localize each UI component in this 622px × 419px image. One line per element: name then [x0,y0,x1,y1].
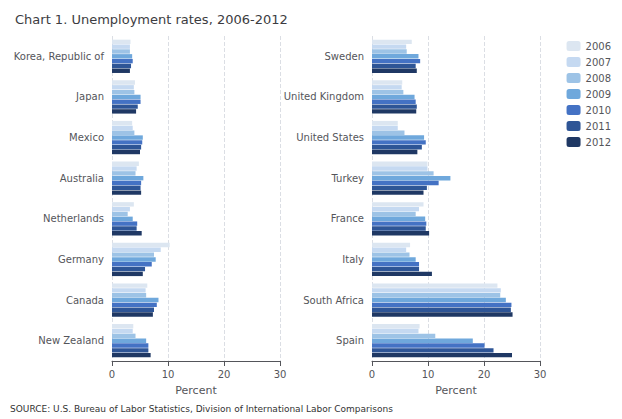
svg-text:France: France [331,213,364,224]
svg-text:Germany: Germany [58,254,104,265]
svg-text:Percent: Percent [435,384,477,397]
svg-text:0: 0 [369,369,375,380]
svg-text:30: 30 [534,369,547,380]
svg-text:Percent: Percent [175,384,217,397]
svg-text:Chart 1. Unemployment rates, 2: Chart 1. Unemployment rates, 2006-2012 [15,12,288,27]
svg-text:20: 20 [218,369,231,380]
svg-text:Spain: Spain [336,335,364,346]
svg-text:0: 0 [109,369,115,380]
svg-text:Mexico: Mexico [69,132,104,143]
svg-text:2009: 2009 [586,89,611,100]
svg-text:20: 20 [478,369,491,380]
svg-text:Turkey: Turkey [330,173,364,184]
svg-text:2011: 2011 [586,121,611,132]
svg-text:2007: 2007 [586,57,611,68]
svg-text:SOURCE: U.S. Bureau of Labor S: SOURCE: U.S. Bureau of Labor Statistics,… [10,404,393,414]
svg-text:2010: 2010 [586,105,611,116]
svg-text:Korea, Republic of: Korea, Republic of [14,51,105,62]
svg-text:Italy: Italy [342,254,364,265]
svg-text:Canada: Canada [66,295,104,306]
svg-text:2012: 2012 [586,137,611,148]
svg-text:Japan: Japan [75,91,104,102]
svg-text:South Africa: South Africa [303,295,364,306]
svg-text:New Zealand: New Zealand [38,335,104,346]
svg-text:30: 30 [274,369,287,380]
svg-text:Sweden: Sweden [324,51,364,62]
svg-text:Australia: Australia [60,173,104,184]
svg-text:United Kingdom: United Kingdom [284,91,364,102]
svg-text:Netherlands: Netherlands [43,213,104,224]
svg-text:10: 10 [422,369,435,380]
svg-text:United States: United States [296,132,364,143]
svg-text:10: 10 [162,369,175,380]
svg-text:2006: 2006 [586,41,611,52]
svg-text:2008: 2008 [586,73,611,84]
